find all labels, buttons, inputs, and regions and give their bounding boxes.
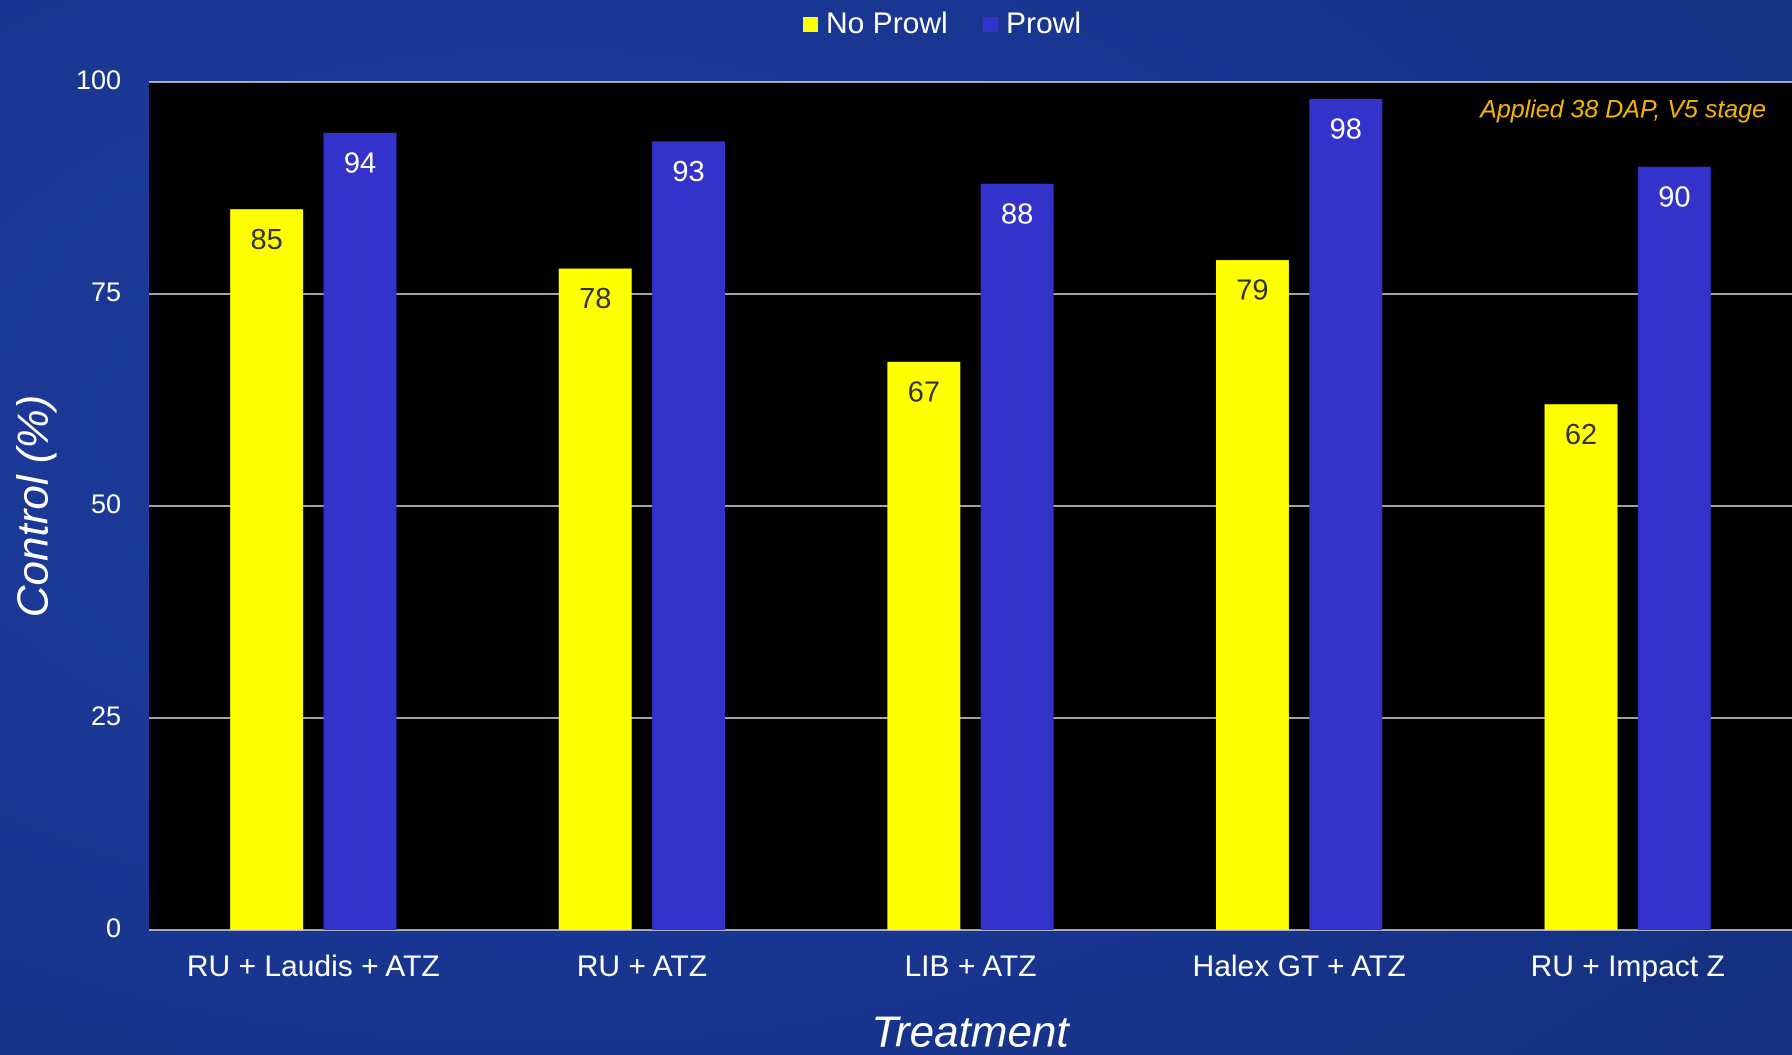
legend-swatch bbox=[803, 17, 818, 32]
bar bbox=[1309, 98, 1383, 930]
data-label: 93 bbox=[672, 156, 704, 188]
bar bbox=[1637, 166, 1711, 931]
x-tick-label: Halex GT + ATZ bbox=[1193, 950, 1406, 983]
y-tick-label: 75 bbox=[91, 277, 121, 307]
data-label: 79 bbox=[1236, 275, 1268, 307]
data-label: 62 bbox=[1565, 419, 1597, 451]
x-tick-label: RU + Impact Z bbox=[1531, 950, 1725, 983]
data-label: 78 bbox=[579, 283, 611, 315]
data-label: 90 bbox=[1658, 181, 1690, 213]
bar bbox=[652, 141, 726, 931]
data-label: 94 bbox=[344, 148, 376, 180]
x-tick-label: LIB + ATZ bbox=[905, 950, 1037, 983]
data-label: 67 bbox=[908, 376, 940, 408]
y-tick-label: 50 bbox=[91, 489, 121, 519]
legend-swatch bbox=[983, 17, 998, 32]
y-tick-label: 0 bbox=[106, 913, 121, 943]
data-label: 98 bbox=[1330, 114, 1362, 146]
bar bbox=[1544, 404, 1618, 930]
legend-label: No Prowl bbox=[826, 7, 948, 40]
data-label: 88 bbox=[1001, 198, 1033, 230]
x-tick-label: RU + Laudis + ATZ bbox=[187, 950, 440, 983]
bar bbox=[230, 209, 304, 930]
annotation: Applied 38 DAP, V5 stage bbox=[1478, 96, 1766, 124]
bar bbox=[1215, 260, 1289, 931]
y-tick-label: 25 bbox=[91, 701, 121, 731]
bar bbox=[980, 183, 1054, 930]
legend-label: Prowl bbox=[1006, 7, 1081, 40]
x-axis-title: Treatment bbox=[871, 1008, 1070, 1055]
bar bbox=[887, 361, 961, 931]
bar bbox=[323, 132, 397, 930]
data-label: 85 bbox=[251, 224, 283, 256]
y-axis-title: Control (%) bbox=[9, 395, 58, 618]
bar bbox=[558, 268, 632, 930]
y-tick-label: 100 bbox=[76, 65, 121, 95]
x-tick-label: RU + ATZ bbox=[577, 950, 707, 983]
